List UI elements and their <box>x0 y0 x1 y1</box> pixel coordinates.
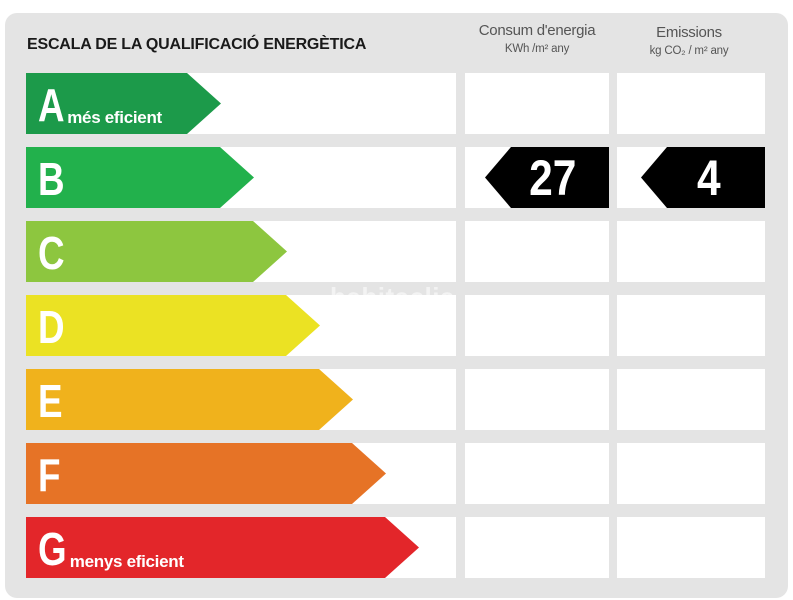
rating-arrow-b: B <box>26 147 254 208</box>
consum-cell <box>465 295 609 356</box>
rating-letter: E <box>38 375 63 427</box>
rating-letter: G <box>38 523 67 575</box>
rating-letter: F <box>38 449 61 501</box>
consum-cell <box>465 369 609 430</box>
consum-column-header: Consum d'energia KWh /m² any <box>462 22 612 55</box>
emissions-value-badge: 4 <box>641 147 765 208</box>
emissions-unit: kg CO₂ / m² any <box>649 45 729 57</box>
emissions-column-header: Emissions kg CO₂ / m² any <box>614 24 764 57</box>
consum-cell <box>465 517 609 578</box>
rating-sublabel: menys eficient <box>69 552 184 571</box>
rating-arrow-d: D <box>26 295 320 356</box>
scale-title: ESCALA DE LA QUALIFICACIÓ ENERGÈTICA <box>27 36 367 53</box>
rating-letter: B <box>38 153 65 205</box>
emissions-cell <box>617 443 765 504</box>
emissions-cell <box>617 73 765 134</box>
consum-cell <box>465 73 609 134</box>
rating-sublabel: més eficient <box>67 108 162 127</box>
rating-letter: A <box>38 79 65 131</box>
rating-arrow-c: C <box>26 221 287 282</box>
emissions-cell <box>617 221 765 282</box>
rating-arrow-f: F <box>26 443 386 504</box>
consum-cell <box>465 221 609 282</box>
watermark-logo: habitaclia <box>330 282 455 312</box>
consum-unit: KWh /m² any <box>504 43 570 55</box>
consum-cell <box>465 443 609 504</box>
rating-letter: C <box>38 227 65 279</box>
consum-value-badge: 27 <box>485 147 609 208</box>
rating-arrow-e: E <box>26 369 353 430</box>
emissions-cell <box>617 517 765 578</box>
emissions-cell <box>617 295 765 356</box>
emissions-cell <box>617 369 765 430</box>
consum-label: Consum d'energia <box>478 22 596 39</box>
consum-value: 27 <box>529 149 577 206</box>
emissions-label: Emissions <box>656 24 722 41</box>
emissions-value: 4 <box>697 149 721 206</box>
rating-letter: D <box>38 301 65 353</box>
